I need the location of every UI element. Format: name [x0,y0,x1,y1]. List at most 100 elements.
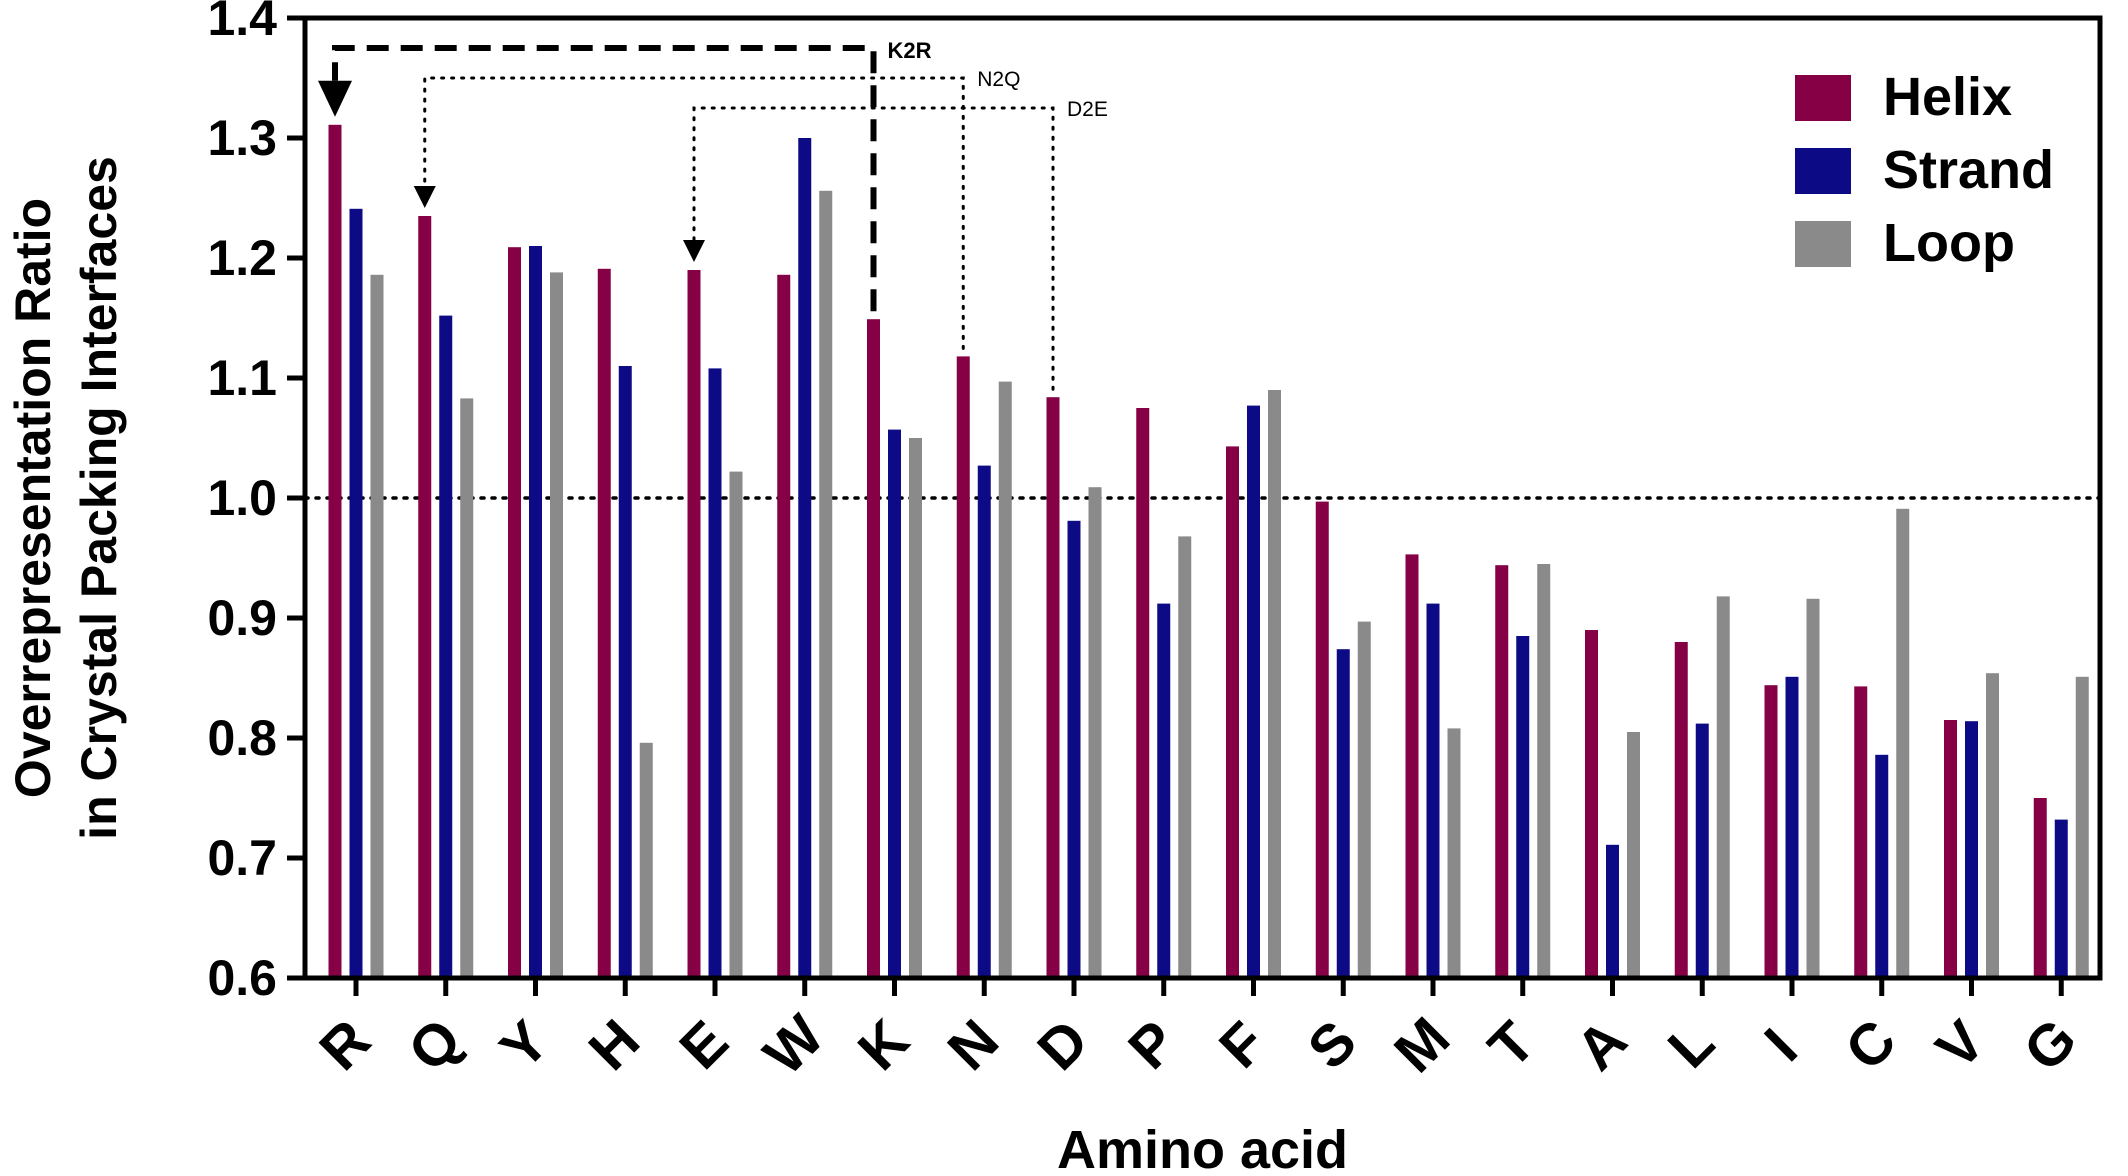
y-axis-label-line-2: in Crystal Packing Interfaces [71,156,127,840]
x-tick-label: W [751,1003,836,1088]
y-tick-label: 1.3 [207,110,277,166]
bar-helix-H [597,268,611,978]
x-tick-label: K [846,1007,922,1083]
bar-helix-R [328,124,342,979]
annotation-path-D2E [692,106,1055,391]
bar-loop-N [998,381,1012,979]
bar-loop-I [1806,598,1820,978]
bar-strand-M [1426,603,1440,978]
bar-loop-H [639,742,653,978]
x-tick-label: D [1025,1007,1101,1083]
x-tick-label: P [1116,1008,1189,1081]
annotation-label-D2E: D2E [1067,98,1108,121]
y-tick-label: 0.8 [207,710,277,766]
annotation-arrowhead-D2E [683,240,705,262]
bar-helix-K [867,319,880,978]
legend-swatch-loop [1795,221,1851,267]
bar-helix-G [2033,798,2047,978]
legend: Helix Strand Loop [1795,67,2054,273]
x-tick-label: I [1752,1016,1809,1073]
y-tick-label: 0.7 [207,830,277,886]
bar-helix-E [687,270,701,978]
bar-helix-V [1944,720,1957,978]
bar-loop-Q [460,398,474,978]
bar-strand-E [708,368,722,978]
x-tick-label: F [1207,1010,1278,1081]
legend-swatch-strand [1795,148,1851,194]
bar-loop-M [1447,728,1461,978]
bar-helix-Y [508,247,521,978]
bar-strand-H [618,366,632,978]
bar-strand-Y [529,246,542,978]
bar-loop-K [909,438,922,978]
bar-loop-G [2075,676,2089,978]
legend-label-strand: Strand [1883,140,2054,200]
bar-strand-T [1516,636,1530,978]
x-tick-label: Y [488,1008,561,1081]
bar-loop-D [1088,487,1102,978]
legend-swatch-helix [1795,75,1851,121]
x-tick-label: M [1382,1005,1462,1085]
bar-loop-S [1357,621,1371,978]
bar-loop-A [1627,732,1640,978]
bar-helix-C [1854,686,1868,978]
x-tick-label: H [577,1007,653,1083]
x-tick-label: E [667,1008,740,1081]
bar-loop-L [1716,596,1730,978]
y-tick-label: 1.4 [207,0,277,46]
bar-strand-W [798,138,812,978]
bar-helix-I [1764,685,1778,978]
bar-helix-S [1315,501,1329,978]
bar-loop-R [370,274,384,978]
bar-strand-K [888,429,901,979]
bar-loop-F [1268,390,1281,978]
annotation-label-N2Q: N2Q [977,68,1020,91]
legend-label-loop: Loop [1883,213,2015,273]
bar-helix-A [1585,630,1598,978]
annotation-label-K2R: K2R [888,38,932,63]
y-axis-label-line-1: Overrepresentation Ratio [5,198,61,798]
x-tick-label: R [307,1007,383,1083]
bar-helix-P [1136,408,1150,978]
bar-helix-M [1405,554,1419,978]
bar-strand-A [1606,844,1619,978]
bar-loop-P [1178,536,1192,978]
bar-strand-L [1695,723,1709,978]
bar-strand-P [1157,603,1171,978]
y-axis: 0.6 0.7 0.8 0.9 1.0 1.1 1.2 1.3 1.4 [207,0,305,1006]
bar-loop-W [819,190,833,979]
annotation-path-K2R [332,45,877,312]
bar-strand-S [1336,649,1350,978]
bar-loop-Y [550,272,563,978]
y-tick-label: 1.0 [207,470,277,526]
bar-strand-F [1247,405,1260,979]
bars-layer [328,124,2089,979]
x-tick-label: T [1476,1010,1547,1081]
x-tick-label: V [1924,1008,1998,1082]
x-axis-label: Amino acid [1057,1120,1348,1176]
bar-strand-D [1067,520,1081,978]
bar-loop-T [1537,564,1551,978]
annotation-path-N2Q [423,76,965,350]
y-tick-label: 0.9 [207,590,277,646]
bar-strand-Q [439,315,453,979]
x-tick-label: L [1656,1010,1727,1081]
bar-helix-F [1226,446,1239,978]
bar-strand-C [1875,754,1889,978]
x-tick-label: S [1296,1008,1369,1081]
bar-helix-N [956,356,970,978]
y-tick-label: 1.1 [207,350,277,406]
bar-helix-T [1495,565,1509,978]
x-tick-label: Q [396,1006,474,1084]
bar-strand-V [1965,721,1978,978]
bar-helix-D [1046,397,1060,978]
bar-helix-W [777,274,791,978]
bar-helix-L [1674,642,1688,978]
bar-helix-Q [418,216,432,978]
annotation-arrowhead-N2Q [413,186,436,208]
bar-loop-C [1896,508,1910,978]
x-tick-label: C [1833,1007,1909,1083]
legend-label-helix: Helix [1883,67,2012,127]
